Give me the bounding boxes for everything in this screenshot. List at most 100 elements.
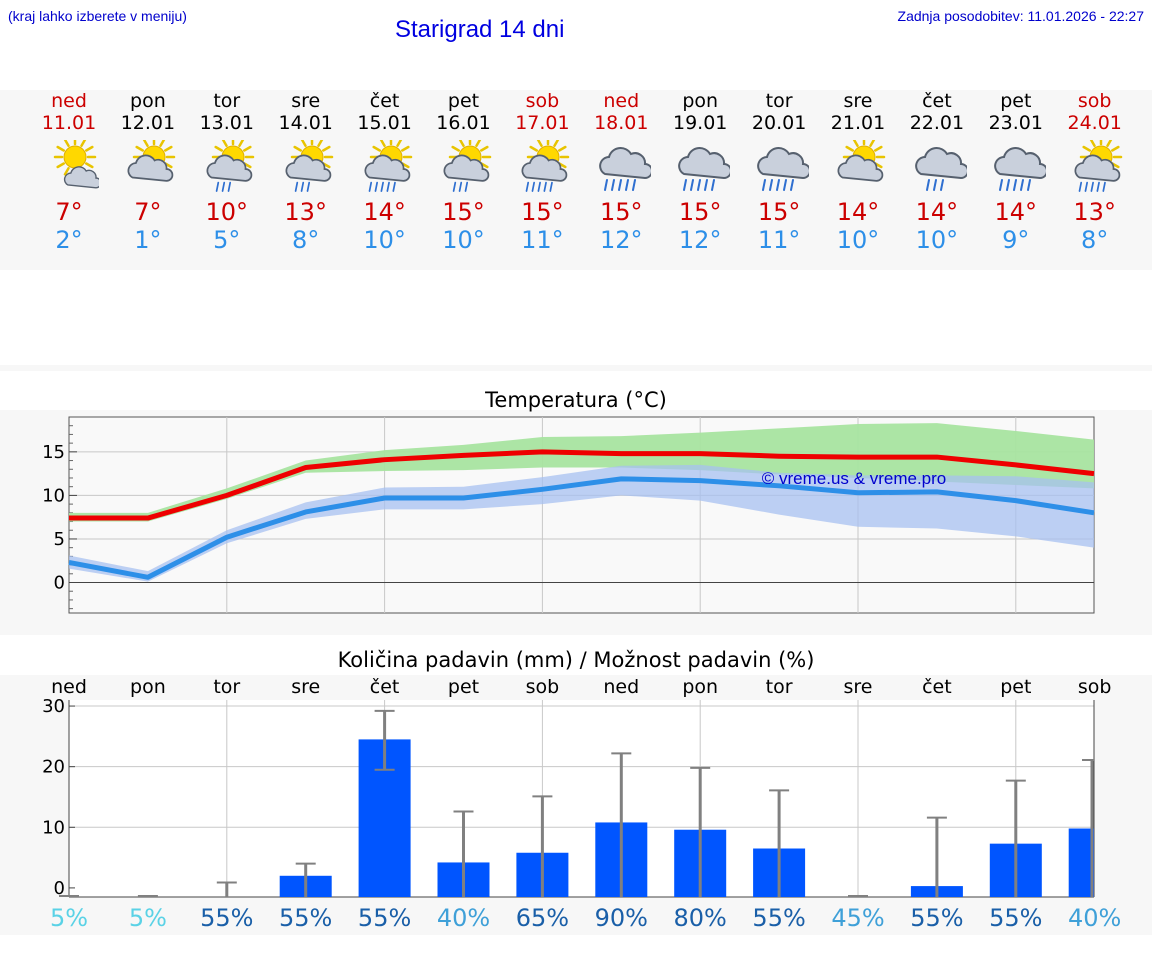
chart-watermark: © vreme.us & vreme.pro bbox=[762, 469, 946, 488]
precip-day-label: pon bbox=[682, 676, 719, 698]
precip-probability: 55% bbox=[910, 904, 964, 932]
day-name: pon bbox=[682, 90, 719, 112]
temp-max: 7° bbox=[134, 198, 162, 226]
precip-probability: 55% bbox=[989, 904, 1043, 932]
y-tick-label: 0 bbox=[54, 878, 65, 899]
precip-day-label: ned bbox=[51, 676, 87, 698]
temp-max: 14° bbox=[915, 198, 959, 226]
precip-probability: 55% bbox=[357, 904, 412, 932]
day-date: 21.01 bbox=[830, 112, 886, 134]
temp-min: 5° bbox=[213, 226, 241, 254]
day-date: 22.01 bbox=[909, 112, 965, 134]
day-name: sre bbox=[291, 90, 321, 112]
sun-cloud-rain-icon bbox=[276, 135, 336, 194]
temp-max: 7° bbox=[55, 198, 83, 226]
precip-probability: 5% bbox=[128, 904, 167, 932]
precip-day-label: sob bbox=[525, 676, 560, 698]
precip-probability: 90% bbox=[594, 904, 648, 932]
day-date: 17.01 bbox=[515, 112, 570, 134]
day-name: sob bbox=[525, 90, 560, 112]
last-update: Zadnja posodobitev: 11.01.2026 - 22:27 bbox=[897, 8, 1144, 24]
separator-band bbox=[0, 365, 1152, 371]
day-name: ned bbox=[603, 90, 640, 112]
day-name: pet bbox=[1000, 90, 1032, 112]
sun-cloud-heavy-rain-icon bbox=[1065, 135, 1125, 194]
day-date: 12.01 bbox=[120, 112, 176, 134]
day-name: sob bbox=[1077, 90, 1112, 112]
precip-day-label: sre bbox=[843, 676, 873, 698]
day-name: čet bbox=[369, 90, 400, 112]
day-date: 11.01 bbox=[41, 112, 97, 134]
precip-probability: 55% bbox=[200, 904, 254, 932]
temp-min: 9° bbox=[1002, 226, 1030, 254]
day-name: tor bbox=[765, 90, 793, 112]
precip-day-label: sob bbox=[1077, 676, 1112, 698]
day-name: ned bbox=[51, 90, 87, 112]
day-date: 15.01 bbox=[357, 112, 412, 134]
precip-probability: 65% bbox=[515, 904, 570, 932]
y-tick-label: 30 bbox=[42, 696, 65, 717]
day-name: pet bbox=[447, 90, 480, 112]
temp-max: 15° bbox=[442, 198, 485, 226]
precipitation-chart: 0 10 20 30 bbox=[42, 696, 1095, 899]
precip-probability: 55% bbox=[752, 904, 806, 932]
precip-day-label: čet bbox=[922, 676, 952, 698]
precip-probability: 5% bbox=[49, 904, 89, 932]
precipitation-chart-title: Količina padavin (mm) / Možnost padavin … bbox=[337, 648, 815, 672]
temp-min: 12° bbox=[600, 226, 643, 254]
precip-day-label: pon bbox=[130, 676, 166, 698]
temp-max: 15° bbox=[521, 198, 564, 226]
cloud-rain-icon bbox=[907, 140, 969, 194]
precip-day-label: tor bbox=[765, 676, 793, 698]
y-tick-label: 15 bbox=[42, 442, 65, 463]
region-menu-hint[interactable]: (kraj lahko izberete v meniju) bbox=[8, 8, 187, 24]
temp-min: 10° bbox=[363, 226, 406, 254]
y-tick-label: 20 bbox=[42, 757, 65, 778]
precip-day-label: ned bbox=[603, 676, 640, 698]
day-name: tor bbox=[213, 90, 241, 112]
temp-max: 15° bbox=[600, 198, 643, 226]
precip-day-label: tor bbox=[213, 676, 241, 698]
day-date: 16.01 bbox=[436, 112, 491, 134]
temp-min: 8° bbox=[292, 226, 320, 254]
day-date: 14.01 bbox=[278, 112, 333, 134]
y-tick-label: 5 bbox=[54, 529, 65, 550]
min-temp-line bbox=[68, 476, 1095, 580]
day-name: čet bbox=[922, 90, 952, 112]
temp-max: 13° bbox=[284, 198, 327, 226]
precip-probability: 55% bbox=[279, 904, 333, 932]
temp-min: 1° bbox=[134, 226, 162, 254]
cloud-heavy-rain-icon bbox=[670, 140, 733, 194]
cloud-heavy-rain-icon bbox=[749, 140, 812, 194]
temp-min: 10° bbox=[915, 226, 959, 254]
sun-cloud-heavy-rain-icon bbox=[512, 135, 572, 194]
temp-min: 11° bbox=[521, 226, 564, 254]
temp-max: 10° bbox=[205, 198, 249, 226]
precip-probability: 80% bbox=[673, 904, 727, 932]
cloud-heavy-rain-icon bbox=[986, 140, 1048, 194]
temperature-chart: 0 5 10 15 © vreme.us & vreme.pro bbox=[42, 416, 1095, 614]
temp-max: 15° bbox=[678, 198, 722, 226]
day-date: 24.01 bbox=[1067, 112, 1122, 134]
cloud-heavy-rain-icon bbox=[591, 140, 654, 194]
sun-cloud-heavy-rain-icon bbox=[355, 135, 415, 194]
day-date: 20.01 bbox=[751, 112, 807, 134]
forecast-strip bbox=[0, 90, 1152, 270]
precip-bar bbox=[1068, 828, 1094, 897]
day-name: sre bbox=[843, 90, 873, 112]
plot-area bbox=[69, 700, 1094, 897]
temp-max: 14° bbox=[836, 198, 880, 226]
day-date: 13.01 bbox=[199, 112, 254, 134]
temp-max: 13° bbox=[1073, 198, 1116, 226]
temp-max: 15° bbox=[757, 198, 801, 226]
precip-probability: 40% bbox=[1068, 904, 1122, 932]
sun-cloud-icon bbox=[828, 135, 888, 194]
day-date: 23.01 bbox=[988, 112, 1043, 134]
day-name: pon bbox=[130, 90, 166, 112]
page-title: Starigrad 14 dni bbox=[395, 16, 565, 43]
precip-probability: 45% bbox=[831, 904, 885, 932]
temp-max: 14° bbox=[363, 198, 406, 226]
temp-min: 2° bbox=[55, 226, 83, 254]
day-date: 19.01 bbox=[672, 112, 728, 134]
temp-min: 10° bbox=[442, 226, 485, 254]
